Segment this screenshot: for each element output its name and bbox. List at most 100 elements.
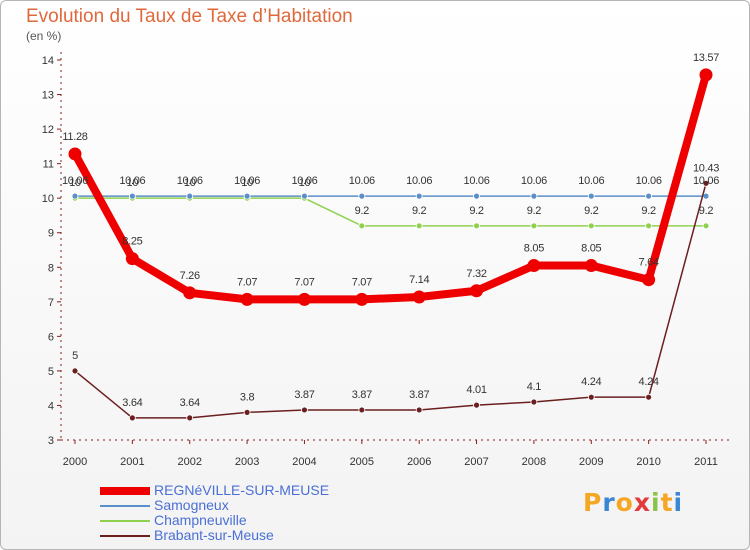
data-label: 11.28 [62,131,87,143]
data-point [412,290,426,304]
legend-swatch [100,505,150,507]
data-label: 7.32 [466,268,486,280]
y-tick-label: 6 [48,331,54,343]
data-label: 13.57 [693,52,719,64]
chart-subtitle: (en %) [26,29,62,43]
data-point [587,393,595,401]
data-label: 3.8 [240,391,255,403]
data-point [186,414,194,422]
data-point [128,192,136,200]
data-point [473,192,480,200]
data-point [642,273,656,287]
data-point [243,408,251,416]
data-point [530,398,538,406]
legend-swatch [100,520,150,522]
data-label: 8.05 [524,243,544,255]
data-point [527,259,541,273]
data-label: 9.2 [527,205,542,217]
x-tick-label: 2007 [464,456,488,468]
data-point [301,406,308,414]
data-point [128,414,136,422]
y-tick-label: 3 [48,435,54,447]
y-tick-label: 4 [48,400,54,412]
data-point [470,284,484,298]
data-label: 5 [72,350,78,362]
data-point [699,68,713,82]
y-tick-label: 8 [48,262,54,274]
x-tick-label: 2009 [579,456,603,468]
data-point [415,192,423,200]
data-point [301,192,308,200]
logo-letter: o [615,488,634,517]
x-tick-label: 2010 [636,456,660,468]
data-point [358,222,366,230]
data-label: 10 [299,177,311,189]
data-label: 10.06 [578,175,604,187]
data-label: 10.06 [693,175,719,187]
data-point [183,286,197,300]
data-label: 10 [127,177,139,189]
data-label: 10.06 [177,175,203,187]
x-tick-label: 2002 [177,456,201,468]
x-tick-label: 2003 [235,456,259,468]
data-label: 10.06 [291,175,317,187]
y-tick-label: 5 [48,366,54,378]
series-line-0 [71,70,710,304]
data-label: 9.2 [584,205,599,217]
data-point [240,292,254,306]
data-label: 3.64 [180,397,200,409]
data-point [473,401,480,409]
data-point [645,393,653,401]
data-label: 9.2 [699,205,714,217]
data-label: 4.24 [581,376,601,388]
logo-letter: i [673,488,684,517]
legend-label: Brabant-sur-Meuse [154,527,274,543]
data-point [71,192,79,200]
legend-label: Champneuville [154,512,247,528]
data-label: 10.43 [693,162,719,174]
data-label: 7.14 [409,274,429,286]
data-point [355,292,369,306]
series-line-3 [74,182,707,419]
y-tick-label: 12 [42,124,54,136]
series-line-2 [74,197,707,227]
x-tick-label: 2000 [63,456,87,468]
chart-title: Evolution du Taux de Taxe d’Habitation [26,6,353,27]
data-label: 9.2 [641,205,656,217]
data-point [645,222,653,230]
data-point [415,222,423,230]
logo-letter: i [651,488,661,517]
data-point [584,259,598,273]
y-tick-label: 13 [42,90,54,102]
x-tick-label: 2004 [292,456,316,468]
data-point [125,252,139,266]
data-point [358,192,366,200]
data-label: 10 [184,177,196,189]
data-label: 10.06 [349,175,375,187]
data-label: 7.07 [294,276,314,288]
logo-letter: r [602,488,616,517]
data-label: 10.06 [119,175,145,187]
x-tick-label: 2008 [522,456,546,468]
data-point [297,292,311,306]
data-label: 7.07 [352,276,372,288]
data-point [68,147,82,161]
data-point [415,406,423,414]
legend-label: REGNéVILLE-SUR-MEUSE [154,482,330,498]
data-label: 8.05 [581,243,601,255]
logo-letter: x [633,488,651,517]
data-label: 9.2 [469,205,484,217]
x-tick-label: 2001 [120,456,144,468]
data-label: 10 [241,177,253,189]
data-label: 8.25 [122,236,142,248]
data-label: 4.24 [639,376,659,388]
data-point [186,192,194,200]
legend-label: Samogneux [154,497,229,513]
logo-letter: P [583,488,603,517]
data-label: 3.64 [122,397,142,409]
data-label: 10.06 [406,175,432,187]
data-point [473,222,480,230]
x-tick-label: 2011 [694,456,718,468]
data-label: 10.06 [464,175,490,187]
